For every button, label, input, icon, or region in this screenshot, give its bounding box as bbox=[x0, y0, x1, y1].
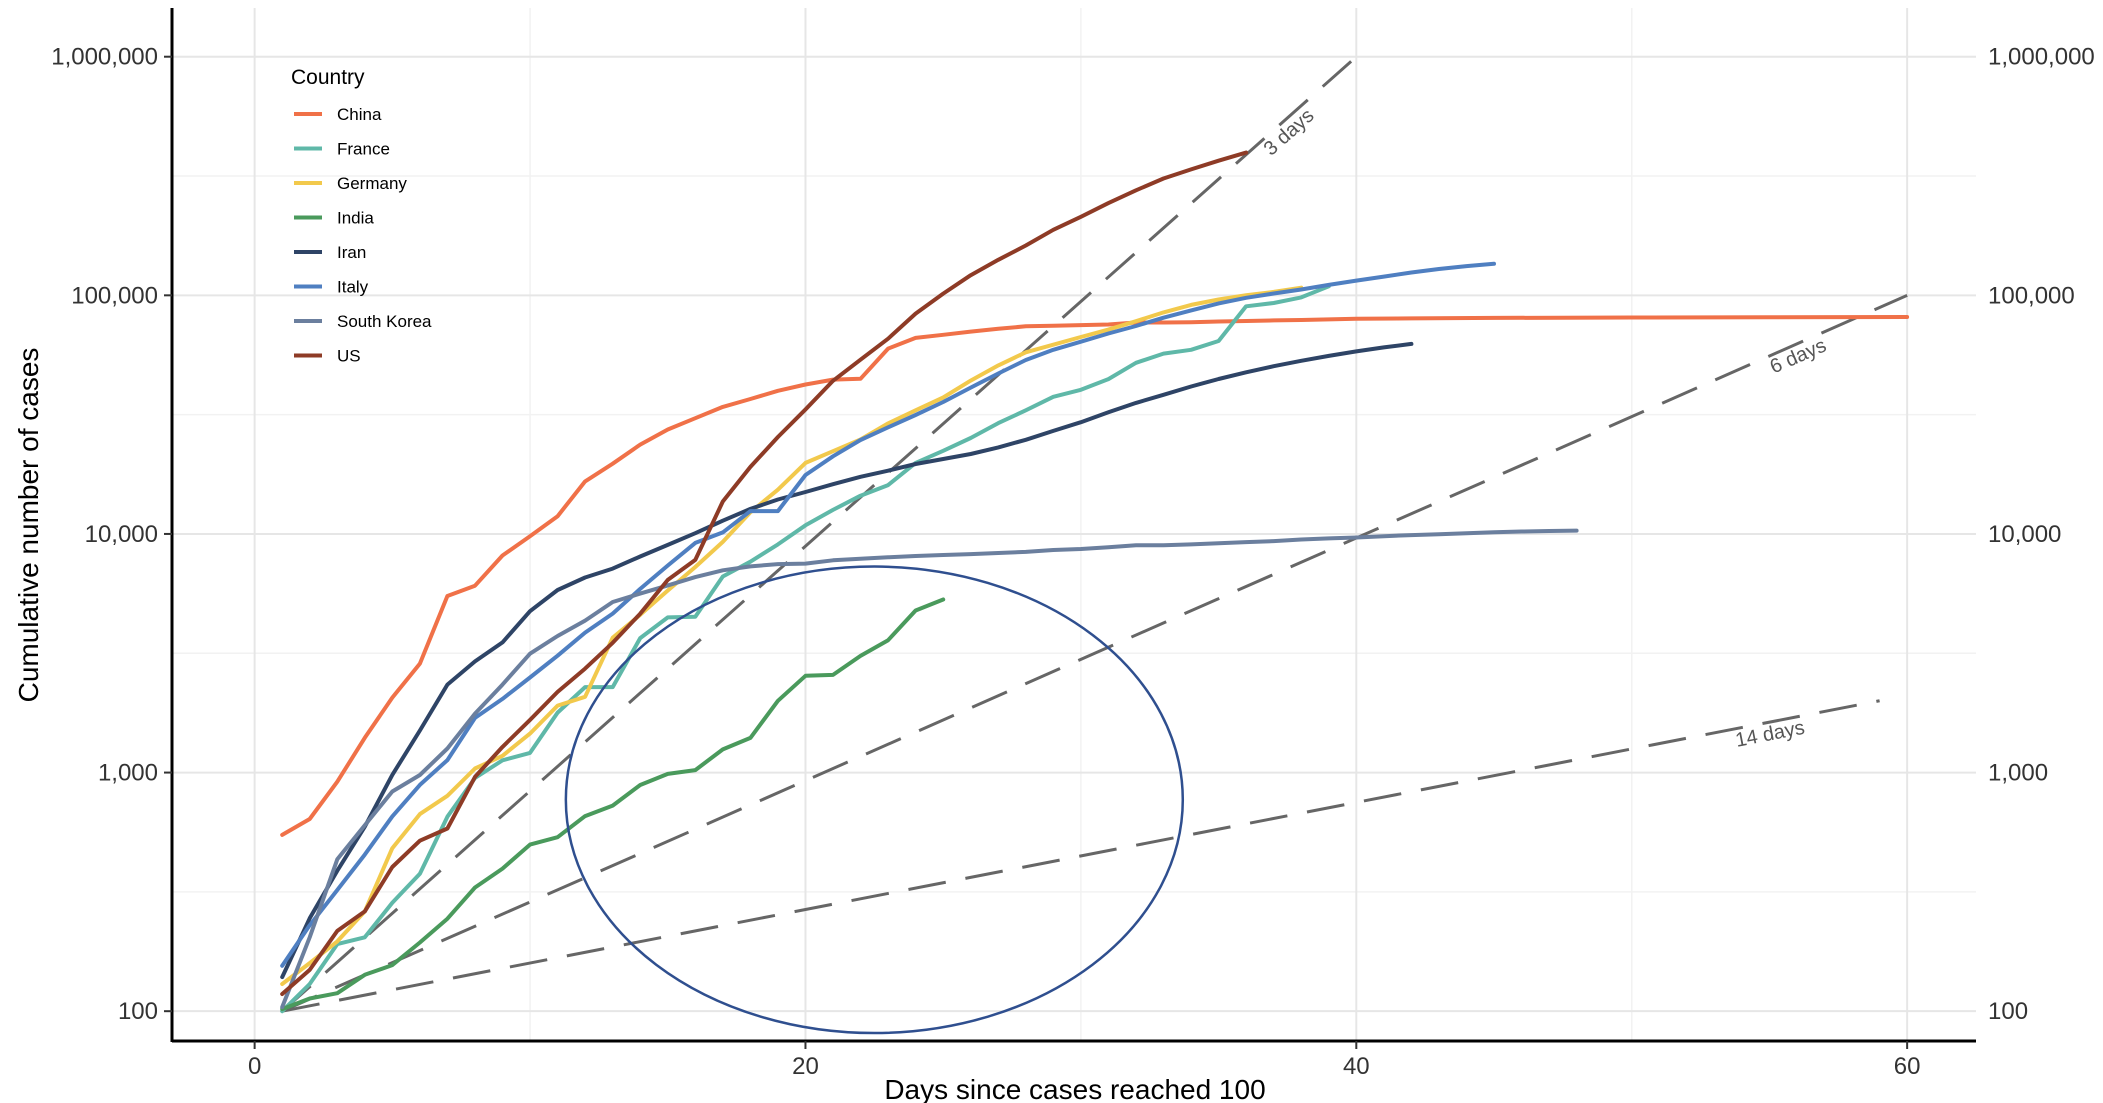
legend-label: Italy bbox=[337, 278, 369, 297]
x-axis-title: Days since cases reached 100 bbox=[884, 1074, 1265, 1103]
reference-line bbox=[281, 55, 1358, 1013]
y-axis-title: Cumulative number of cases bbox=[13, 348, 44, 703]
x-tick-label: 0 bbox=[248, 1053, 261, 1080]
y-tick-label: 100,000 bbox=[71, 282, 158, 309]
series-line-china bbox=[280, 315, 1910, 837]
y-tick-label: 10,000 bbox=[85, 521, 158, 548]
y-tick-label: 1,000,000 bbox=[51, 44, 158, 71]
legend-label: China bbox=[337, 105, 382, 124]
annotation-layer bbox=[564, 565, 1185, 1035]
x-tick-label: 40 bbox=[1343, 1053, 1370, 1080]
legend-label: Iran bbox=[337, 243, 366, 262]
y-tick-label-right: 100 bbox=[1988, 998, 2028, 1025]
series-line-india bbox=[280, 597, 946, 1012]
tick-labels: 0 20 40 60 100 100 1,000 1,000 10,000 10,000 100,0… bbox=[51, 44, 2095, 1080]
y-tick-label-right: 1,000 bbox=[1988, 760, 2048, 787]
reference-line-label: 6 days bbox=[1767, 334, 1830, 378]
series-line-iran bbox=[280, 341, 1414, 980]
series-line-france bbox=[280, 284, 1331, 1014]
series-lines bbox=[280, 150, 1910, 1014]
major-gridlines bbox=[172, 8, 1976, 1041]
legend-label: South Korea bbox=[337, 312, 432, 331]
annotation-ellipse bbox=[564, 565, 1185, 1035]
reference-line-label: 3 days bbox=[1260, 105, 1319, 161]
legend: Country China France Germany India Iran Italy… bbox=[291, 66, 432, 366]
series-line-south-korea bbox=[280, 528, 1579, 1010]
series-line-germany bbox=[280, 285, 1304, 986]
reference-line bbox=[281, 293, 1908, 1013]
y-tick-label-right: 10,000 bbox=[1988, 521, 2061, 548]
legend-label: US bbox=[337, 347, 361, 366]
x-tick-label: 60 bbox=[1894, 1053, 1921, 1080]
reference-line bbox=[281, 699, 1880, 1013]
y-tick-label-right: 100,000 bbox=[1988, 282, 2075, 309]
series-line-italy bbox=[280, 261, 1496, 968]
axes bbox=[170, 8, 1976, 1043]
y-tick-label-right: 1,000,000 bbox=[1988, 44, 2095, 71]
legend-label: Germany bbox=[337, 174, 407, 193]
y-tick-label: 1,000 bbox=[98, 760, 158, 787]
legend-label: India bbox=[337, 209, 374, 228]
series-line-us bbox=[280, 150, 1249, 996]
x-tick-label: 20 bbox=[792, 1053, 819, 1080]
y-tick-label: 100 bbox=[118, 998, 158, 1025]
minor-gridlines bbox=[172, 8, 1976, 1041]
legend-title: Country bbox=[291, 66, 365, 89]
legend-label: France bbox=[337, 140, 390, 159]
